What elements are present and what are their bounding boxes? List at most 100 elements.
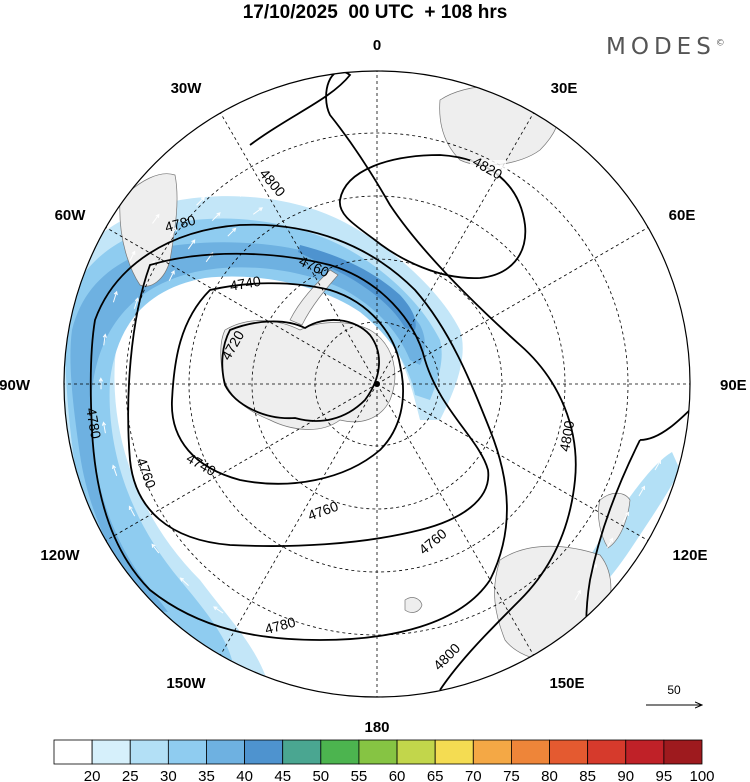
- colorbar-swatch: [320, 739, 360, 765]
- lon-label-180: 180: [364, 719, 389, 736]
- meridian-line: [376, 383, 534, 656]
- colorbar-tick-label: 25: [122, 768, 139, 782]
- wind-arrow: [638, 485, 645, 497]
- meridian-line: [376, 383, 649, 541]
- colorbar-swatch: [434, 739, 474, 765]
- wind-arrow: [227, 227, 237, 237]
- wind-arrow: [164, 375, 169, 389]
- wind-arrow: [654, 459, 661, 471]
- wind-arrow: [225, 588, 236, 596]
- wind-arrow: [214, 153, 225, 162]
- map-boundary: [63, 70, 691, 698]
- lon-label-30e: 30E: [551, 80, 578, 97]
- reference-vector: 50: [646, 683, 702, 705]
- wind-arrow: [153, 449, 159, 462]
- wind-arrow: [167, 484, 174, 496]
- lon-label-90e: 90E: [720, 377, 747, 394]
- lon-label-120w: 120W: [40, 547, 80, 564]
- wind-arrow: [249, 551, 261, 559]
- wind-arrow: [142, 376, 148, 389]
- wind-arrow: [213, 606, 224, 614]
- colorbar-tick-label: 20: [84, 768, 101, 782]
- lon-label-150e: 150E: [549, 675, 584, 692]
- contour-4740: [171, 282, 404, 485]
- contour-label: 4800: [556, 419, 577, 453]
- wind-arrow: [252, 207, 264, 215]
- colorbar-swatch: [472, 739, 512, 765]
- wind-arrow: [148, 495, 155, 506]
- wind-arrow: [186, 516, 195, 527]
- new-zealand-land: [598, 492, 631, 549]
- contour-label: 4740: [229, 273, 263, 294]
- longitude-labels: 0 90E 180 90W 30W 60W 30E 60E 120W 150W …: [0, 37, 747, 736]
- wind-arrow: [112, 464, 118, 477]
- meridian-line: [220, 383, 378, 656]
- wind-arrow: [224, 529, 234, 538]
- wind-arrow: [179, 577, 189, 587]
- wind-arrow: [112, 290, 118, 303]
- latitude-circle: [125, 132, 629, 636]
- colorbar-swatch: [396, 739, 436, 765]
- brand-text: MODES: [606, 34, 716, 60]
- wind-arrow: [292, 116, 305, 122]
- wind-arrow: [186, 473, 194, 485]
- brand-copyright: ©: [715, 38, 725, 49]
- wind-arrow: [187, 239, 196, 250]
- reference-vector-label: 50: [667, 683, 681, 697]
- wind-arrow: [261, 151, 273, 158]
- colorbar-swatch: [206, 739, 245, 765]
- lon-label-0: 0: [373, 37, 381, 54]
- colorbar-swatch: [358, 739, 398, 765]
- wind-arrow: [251, 132, 263, 139]
- wind-arrow: [209, 545, 219, 554]
- wind-arrow: [196, 196, 206, 206]
- colorbar-swatch: [129, 739, 169, 765]
- colorbar-swatch: [625, 739, 665, 765]
- wind-arrow: [168, 530, 177, 540]
- meridian-line: [376, 112, 534, 385]
- contour-4820-upper: [339, 154, 527, 279]
- colorbar-tick-label: 30: [160, 768, 177, 782]
- colorbar: 20 25 30 35 40 45 50 55 60 65 70 75 80 85 90 95 100: [53, 739, 715, 782]
- wind-arrow: [281, 191, 293, 198]
- colorbar-tick-label: 65: [427, 768, 444, 782]
- jet-band-core: [70, 242, 425, 612]
- wind-arrow: [124, 336, 129, 349]
- wind-arrow: [166, 409, 171, 422]
- wind-arrow: [299, 137, 311, 143]
- colorbar-swatch: [167, 739, 207, 765]
- wind-arrow: [154, 303, 160, 316]
- colorbar-tick-label: 35: [198, 768, 215, 782]
- south-pole-marker: [374, 381, 380, 387]
- wind-arrow: [133, 297, 139, 309]
- wind-vectors: [98, 116, 661, 614]
- wind-arrow: [102, 333, 107, 346]
- brand-logo: MODES©: [606, 34, 725, 60]
- lon-label-30w: 30W: [171, 80, 203, 97]
- wind-arrow: [168, 342, 173, 355]
- wind-arrow: [271, 171, 283, 178]
- colorbar-swatch: [587, 739, 627, 765]
- map-title: 17/10/2025 00 UTC + 108 hrs: [242, 2, 508, 23]
- jet-band-max: [298, 245, 416, 330]
- colorbar-swatch: [244, 739, 284, 765]
- wind-arrow: [120, 376, 126, 389]
- colorbar-tick-label: 50: [312, 768, 329, 782]
- colorbar-tick-label: 85: [579, 768, 596, 782]
- colorbar-tick-label: 75: [503, 768, 520, 782]
- wind-arrow: [132, 457, 138, 469]
- wind-arrow: [312, 179, 325, 185]
- meridian-line: [105, 227, 378, 385]
- colorbar-swatch: [511, 739, 550, 765]
- lon-label-150w: 150W: [166, 675, 206, 692]
- colorbar-swatch: [282, 739, 322, 765]
- meridian-line: [105, 383, 378, 541]
- wind-arrow: [123, 417, 128, 430]
- wind-arrow: [188, 279, 195, 291]
- colorbar-tick-label: 40: [236, 768, 253, 782]
- wind-arrow: [194, 561, 204, 570]
- contour-4760: [127, 252, 490, 547]
- wind-arrow: [101, 421, 107, 434]
- meridian-line: [376, 227, 649, 385]
